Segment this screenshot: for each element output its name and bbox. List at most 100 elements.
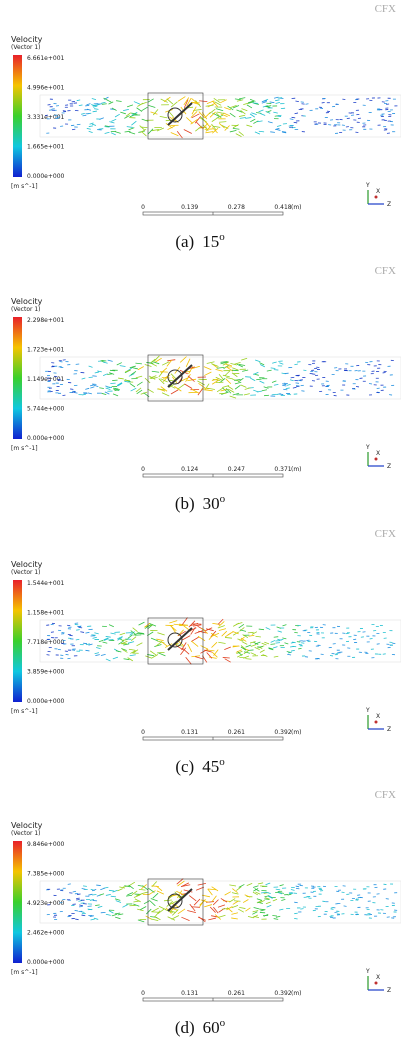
vector <box>85 632 89 633</box>
vector <box>281 899 285 900</box>
vector <box>225 126 230 131</box>
caption-angle: 30 <box>203 494 220 513</box>
vector <box>116 901 121 903</box>
vector <box>217 388 223 392</box>
caption-label: (b) <box>175 494 195 513</box>
vector <box>224 647 230 650</box>
vector <box>151 919 158 921</box>
vector <box>132 367 138 368</box>
vector <box>152 886 159 887</box>
vector <box>235 382 241 384</box>
vector <box>81 915 85 916</box>
vector <box>140 129 146 132</box>
legend-title: Velocity <box>11 560 43 569</box>
vector <box>129 128 135 130</box>
vector <box>106 914 111 915</box>
vector <box>251 645 256 647</box>
logo: CFX <box>375 265 396 277</box>
vector <box>101 102 106 103</box>
triad-label: Y <box>365 707 370 714</box>
vector <box>67 658 70 659</box>
vector <box>212 652 217 657</box>
vector <box>223 657 230 658</box>
vector <box>256 636 261 637</box>
vector <box>209 634 214 640</box>
vector <box>93 637 97 638</box>
vector <box>291 377 295 378</box>
legend-title: Velocity <box>11 297 43 306</box>
scale-label: 0.371 <box>274 466 291 473</box>
triad-label: X <box>376 450 380 457</box>
vector <box>294 918 297 919</box>
vector <box>94 385 98 386</box>
vector <box>267 905 272 907</box>
legend-label: 1.158e+001 <box>27 610 65 617</box>
vector <box>151 912 158 913</box>
vector <box>168 126 175 130</box>
vector <box>184 384 192 389</box>
vector <box>73 891 76 892</box>
vector <box>106 659 111 661</box>
triad-label: X <box>376 188 380 195</box>
vector <box>225 371 230 376</box>
vector <box>230 396 236 398</box>
vector <box>230 113 236 117</box>
legend-label: 2.462e+000 <box>27 930 65 937</box>
vector <box>180 356 186 362</box>
vector <box>275 100 279 101</box>
vector <box>72 101 75 102</box>
vector <box>245 118 251 119</box>
vector <box>200 900 205 907</box>
vector <box>295 101 298 102</box>
legend-label: 4.923e+000 <box>27 900 65 907</box>
vector <box>141 131 146 136</box>
legend-label: 0.000e+000 <box>27 435 65 442</box>
vector <box>257 899 262 901</box>
vector <box>255 647 260 649</box>
vector <box>113 394 118 396</box>
vector <box>277 115 281 116</box>
vector <box>77 100 80 101</box>
vector <box>158 653 165 656</box>
vector <box>92 124 96 125</box>
vector <box>259 110 264 112</box>
vector <box>145 378 150 383</box>
unit: [m s^-1] <box>11 183 38 190</box>
legend-label: 4.996e+001 <box>27 85 65 92</box>
vector <box>229 885 236 886</box>
vector <box>226 379 231 384</box>
scale-label: 0 <box>141 729 145 736</box>
scale-unit: (m) <box>291 204 302 211</box>
vector <box>95 905 99 906</box>
logo: CFX <box>375 789 396 801</box>
vector <box>196 122 202 128</box>
vector <box>128 642 134 644</box>
vector <box>76 630 80 631</box>
vector <box>148 105 155 107</box>
vector <box>178 909 185 914</box>
vector <box>115 917 120 919</box>
vector <box>237 654 243 657</box>
caption-degree: o <box>219 231 225 243</box>
vector <box>233 901 239 904</box>
vector <box>216 109 223 111</box>
vector <box>279 394 283 395</box>
vector <box>170 625 176 630</box>
vector <box>198 883 206 885</box>
vector <box>225 659 231 663</box>
color-bar <box>13 841 22 963</box>
vector <box>85 650 89 651</box>
vector <box>188 644 192 652</box>
vector <box>241 358 247 360</box>
vector <box>250 378 255 381</box>
vector <box>144 393 150 397</box>
triad-label: Z <box>387 726 391 733</box>
unit: [m s^-1] <box>11 445 38 452</box>
vector <box>95 653 99 654</box>
vector <box>204 372 211 376</box>
vector <box>276 643 280 644</box>
vector <box>186 359 190 367</box>
vector <box>148 129 153 134</box>
vector <box>79 105 83 106</box>
vector <box>282 384 286 385</box>
